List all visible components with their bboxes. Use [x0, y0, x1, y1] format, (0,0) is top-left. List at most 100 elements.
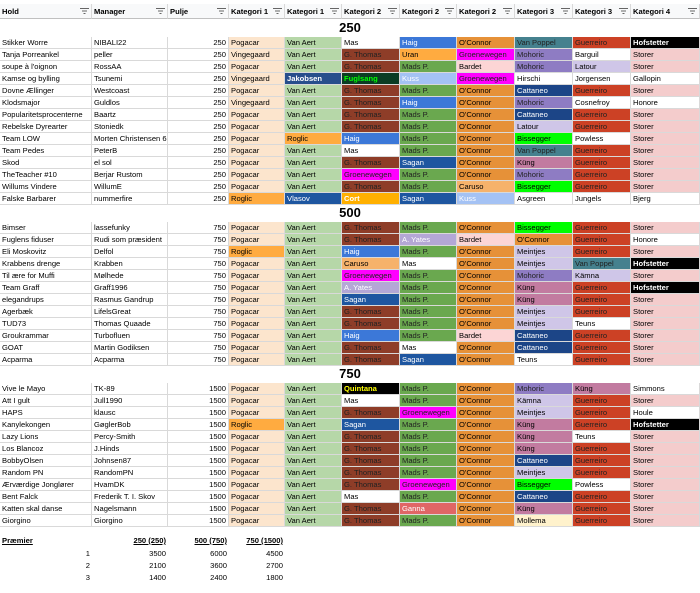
rider-cell[interactable]: Storer [631, 306, 700, 318]
rider-cell[interactable]: Storer [631, 342, 700, 354]
pool-cell[interactable]: 250 [168, 145, 229, 157]
team-cell[interactable]: TheTeacher #10 [0, 169, 92, 181]
team-cell[interactable]: Willums Vindere [0, 181, 92, 193]
filter-icon[interactable] [445, 8, 454, 14]
rider-cell[interactable]: Caruso [342, 258, 400, 270]
pool-cell[interactable]: 1500 [168, 467, 229, 479]
team-cell[interactable]: Los Blancoz [0, 443, 92, 455]
team-cell[interactable]: Katten skal danse [0, 503, 92, 515]
team-cell[interactable]: Giorgino [0, 515, 92, 527]
rider-cell[interactable]: Mohoric [515, 383, 573, 395]
rider-cell[interactable]: O'Connor [457, 222, 515, 234]
rider-cell[interactable]: Jorgensen [573, 73, 631, 85]
rider-cell[interactable]: Mads P. [400, 431, 457, 443]
rider-cell[interactable]: G. Thomas [342, 467, 400, 479]
manager-cell[interactable]: Acparma [92, 354, 168, 366]
manager-cell[interactable]: RandomPN [92, 467, 168, 479]
manager-cell[interactable]: Mølhede [92, 270, 168, 282]
rider-cell[interactable]: Van Aert [285, 330, 342, 342]
rider-cell[interactable]: O'Connor [457, 503, 515, 515]
rider-cell[interactable]: Pogacar [229, 443, 285, 455]
rider-cell[interactable]: Van Aert [285, 503, 342, 515]
manager-cell[interactable]: GøglerBob [92, 419, 168, 431]
rider-cell[interactable]: Mohoric [515, 61, 573, 73]
manager-cell[interactable]: Rasmus Gandrup [92, 294, 168, 306]
rider-cell[interactable]: Hofstetter [631, 419, 700, 431]
pool-cell[interactable]: 750 [168, 354, 229, 366]
rider-cell[interactable]: Groenewegen [457, 73, 515, 85]
rider-cell[interactable]: Mads P. [400, 270, 457, 282]
rider-cell[interactable]: Mads P. [400, 515, 457, 527]
team-cell[interactable]: Stikker Worre [0, 37, 92, 49]
rider-cell[interactable]: G. Thomas [342, 234, 400, 246]
rider-cell[interactable]: G. Thomas [342, 431, 400, 443]
rider-cell[interactable]: Pogacar [229, 354, 285, 366]
rider-cell[interactable]: Van Aert [285, 246, 342, 258]
rider-cell[interactable]: Pogacar [229, 330, 285, 342]
rider-cell[interactable]: G. Thomas [342, 306, 400, 318]
rider-cell[interactable]: Barguil [573, 49, 631, 61]
prize-column-header[interactable]: 750 (1500) [246, 536, 283, 545]
rider-cell[interactable]: Pogacar [229, 109, 285, 121]
rider-cell[interactable]: Meintjes [515, 306, 573, 318]
rider-cell[interactable]: Van Aert [285, 169, 342, 181]
manager-cell[interactable]: peller [92, 49, 168, 61]
rider-cell[interactable]: Storer [631, 157, 700, 169]
pool-cell[interactable]: 750 [168, 306, 229, 318]
rider-cell[interactable]: Houle [631, 407, 700, 419]
rider-cell[interactable]: O'Connor [457, 395, 515, 407]
rider-cell[interactable]: Pogacar [229, 515, 285, 527]
rider-cell[interactable]: Storer [631, 455, 700, 467]
rider-cell[interactable]: O'Connor [457, 515, 515, 527]
rider-cell[interactable]: Mas [342, 145, 400, 157]
rider-cell[interactable]: Van Aert [285, 443, 342, 455]
rider-cell[interactable]: Storer [631, 145, 700, 157]
manager-cell[interactable]: Delfol [92, 246, 168, 258]
rider-cell[interactable]: Guerreiro [573, 109, 631, 121]
team-cell[interactable]: Skod [0, 157, 92, 169]
filter-icon[interactable] [388, 8, 397, 14]
rider-cell[interactable]: Küng [515, 431, 573, 443]
rider-cell[interactable]: Kuss [400, 73, 457, 85]
rider-cell[interactable]: Guerreiro [573, 395, 631, 407]
manager-cell[interactable]: Tsunemi [92, 73, 168, 85]
rider-cell[interactable]: Mohoric [515, 270, 573, 282]
rider-cell[interactable]: Storer [631, 270, 700, 282]
rider-cell[interactable]: Storer [631, 121, 700, 133]
rider-cell[interactable]: Pogacar [229, 318, 285, 330]
rider-cell[interactable]: Hofstetter [631, 37, 700, 49]
team-cell[interactable]: Team Pedes [0, 145, 92, 157]
rider-cell[interactable]: Van Aert [285, 85, 342, 97]
rider-cell[interactable]: Haig [400, 97, 457, 109]
manager-cell[interactable]: Johnsen87 [92, 455, 168, 467]
rider-cell[interactable]: Van Aert [285, 318, 342, 330]
rider-cell[interactable]: Cattaneo [515, 109, 573, 121]
rider-cell[interactable]: O'Connor [457, 109, 515, 121]
rider-cell[interactable]: Bjerg [631, 193, 700, 205]
rider-cell[interactable]: Guerreiro [573, 121, 631, 133]
column-header[interactable]: Kategori 3 [573, 4, 631, 19]
rider-cell[interactable]: Storer [631, 49, 700, 61]
rider-cell[interactable]: Pogacar [229, 157, 285, 169]
rider-cell[interactable]: Meintjes [515, 407, 573, 419]
rider-cell[interactable]: Cosnefroy [573, 97, 631, 109]
rider-cell[interactable]: Mads P. [400, 395, 457, 407]
rider-cell[interactable]: Mads P. [400, 282, 457, 294]
prize-amount[interactable]: 2700 [266, 561, 283, 570]
rider-cell[interactable]: Van Aert [285, 157, 342, 169]
rider-cell[interactable]: Cattaneo [515, 85, 573, 97]
manager-cell[interactable]: Giorgino [92, 515, 168, 527]
rider-cell[interactable]: O'Connor [457, 354, 515, 366]
rider-cell[interactable]: Mads P. [400, 383, 457, 395]
prize-amount[interactable]: 1400 [149, 573, 166, 582]
rider-cell[interactable]: O'Connor [457, 342, 515, 354]
rider-cell[interactable]: Storer [631, 181, 700, 193]
prize-rank[interactable]: 3 [85, 573, 90, 582]
rider-cell[interactable]: Guerreiro [573, 181, 631, 193]
rider-cell[interactable]: Mohoric [515, 169, 573, 181]
pool-cell[interactable]: 250 [168, 85, 229, 97]
rider-cell[interactable]: Guerreiro [573, 282, 631, 294]
rider-cell[interactable]: Mads P. [400, 121, 457, 133]
rider-cell[interactable]: O'Connor [457, 145, 515, 157]
rider-cell[interactable]: Storer [631, 318, 700, 330]
